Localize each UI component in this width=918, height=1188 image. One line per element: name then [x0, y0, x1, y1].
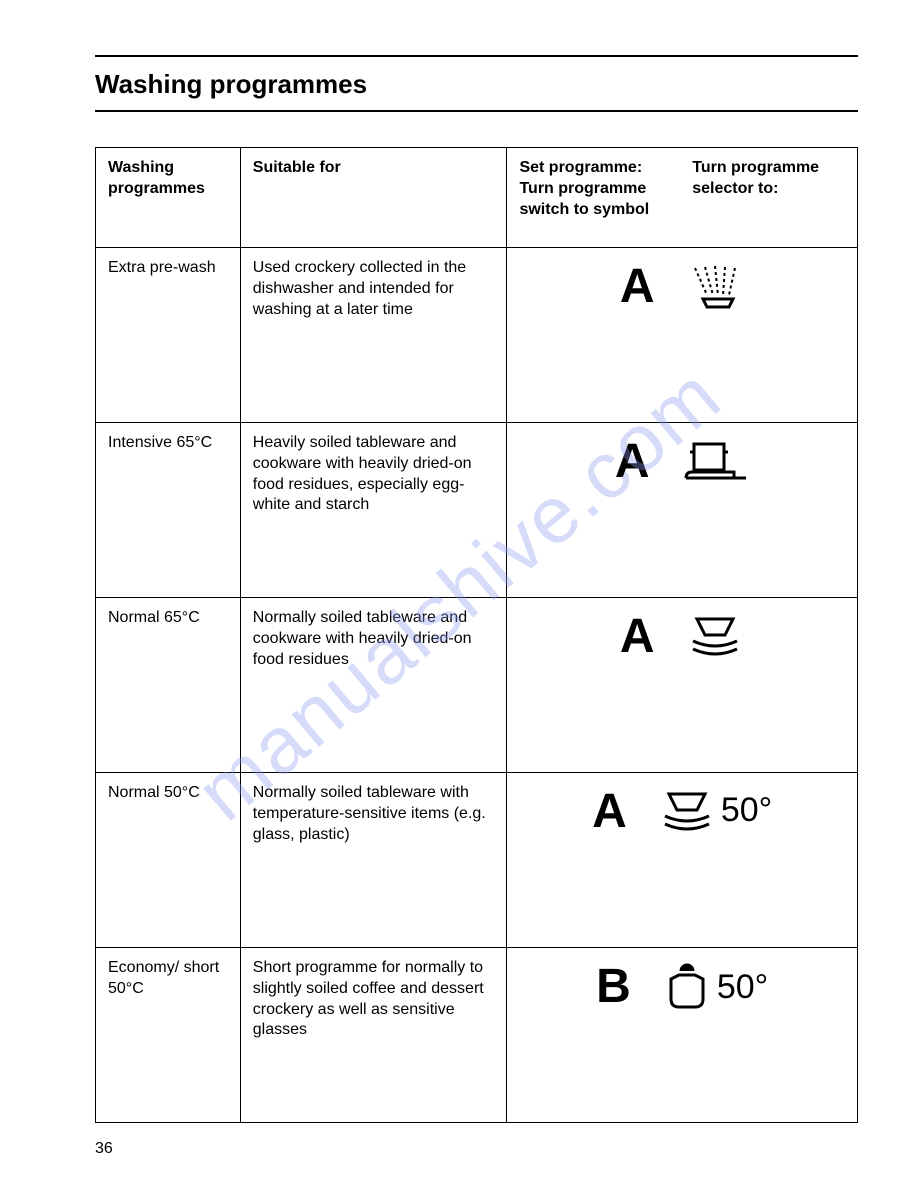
header-selector: Turn programme selector to:: [692, 158, 845, 220]
dishes-icon: [685, 613, 745, 657]
programme-settings: A: [507, 423, 858, 598]
programme-name: Extra pre-wash: [96, 248, 241, 423]
table-row: Extra pre-wash Used crockery collected i…: [96, 248, 858, 423]
switch-letter: B: [596, 963, 631, 1011]
temp-label: 50°: [717, 965, 768, 1009]
page-number: 36: [95, 1140, 113, 1158]
table-row: Normal 65°C Normally soiled tableware an…: [96, 598, 858, 773]
programme-name: Normal 50°C: [96, 773, 241, 948]
programme-suitable: Normally soiled tableware with temperatu…: [240, 773, 507, 948]
dishes-icon: [657, 788, 717, 832]
programme-settings: A: [507, 598, 858, 773]
cup-icon: [661, 963, 713, 1011]
switch-letter: A: [592, 788, 627, 836]
switch-letter: A: [620, 263, 655, 311]
programme-suitable: Used crockery collected in the dishwashe…: [240, 248, 507, 423]
table-row: Economy/ short 50°C Short programme for …: [96, 948, 858, 1123]
table-header-row: Washing programmes Suitable for Set prog…: [96, 148, 858, 248]
header-settings: Set programme: Turn programme switch to …: [507, 148, 858, 248]
programme-settings: B 50°: [507, 948, 858, 1123]
switch-letter: A: [620, 613, 655, 661]
pot-icon: [680, 438, 750, 486]
programme-name: Economy/ short 50°C: [96, 948, 241, 1123]
temp-label: 50°: [721, 788, 772, 832]
programme-suitable: Heavily soiled tableware and cookware wi…: [240, 423, 507, 598]
programmes-table: Washing programmes Suitable for Set prog…: [95, 147, 858, 1123]
header-suitable: Suitable for: [240, 148, 507, 248]
table-row: Intensive 65°C Heavily soiled tableware …: [96, 423, 858, 598]
programme-name: Normal 65°C: [96, 598, 241, 773]
table-row: Normal 50°C Normally soiled tableware wi…: [96, 773, 858, 948]
page-container: Washing programmes manualshive.com Washi…: [0, 0, 918, 1188]
mid-rule: [95, 110, 858, 112]
top-rule: [95, 55, 858, 57]
page-title: Washing programmes: [95, 69, 858, 100]
programme-suitable: Normally soiled tableware and cookware w…: [240, 598, 507, 773]
header-programmes: Washing programmes: [96, 148, 241, 248]
programme-settings: A 50°: [507, 773, 858, 948]
header-switch: Set programme: Turn programme switch to …: [519, 158, 672, 220]
programme-name: Intensive 65°C: [96, 423, 241, 598]
spray-icon: [685, 263, 745, 311]
switch-letter: A: [615, 438, 650, 486]
programme-suitable: Short programme for normally to slightly…: [240, 948, 507, 1123]
programme-settings: A: [507, 248, 858, 423]
